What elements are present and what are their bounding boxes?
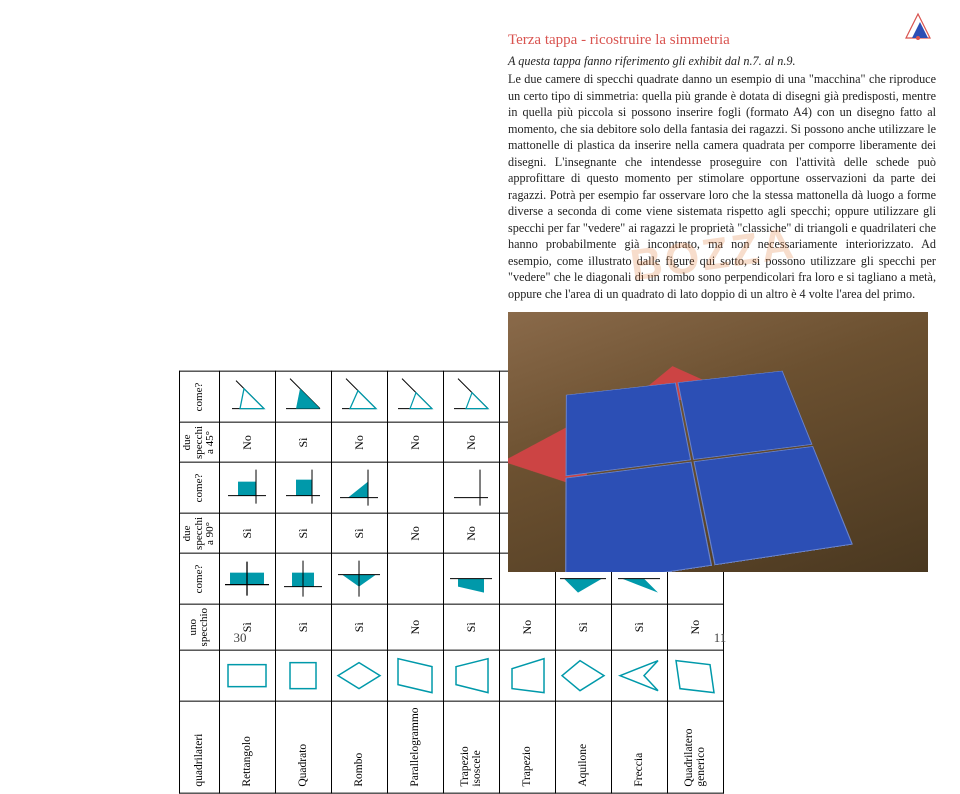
come-cell xyxy=(275,371,331,422)
shape-icon xyxy=(555,650,611,701)
come-cell xyxy=(387,553,443,604)
uno-header: unospecchio xyxy=(180,604,220,649)
table-row: Rettangolo Sì Sì No xyxy=(219,371,275,793)
shape-icon xyxy=(499,650,555,701)
row-label: Quadrilatero generico xyxy=(667,701,723,793)
shape-icon xyxy=(611,650,667,701)
come-cell xyxy=(331,371,387,422)
due90-cell: No xyxy=(387,513,443,553)
due45-cell: Sì xyxy=(275,422,331,462)
uno-cell: Sì xyxy=(275,604,331,649)
due90-header: duespecchia 90° xyxy=(180,513,220,553)
come-cell xyxy=(387,462,443,513)
logo-icon xyxy=(900,8,936,44)
row-label: Freccia xyxy=(611,701,667,793)
due90-cell: Sì xyxy=(219,513,275,553)
shape-icon xyxy=(387,650,443,701)
due45-cell: No xyxy=(331,422,387,462)
uno-cell: No xyxy=(387,604,443,649)
intro-line: A questa tappa fanno riferimento gli exh… xyxy=(508,53,936,69)
corner-header: quadrilateri xyxy=(180,701,220,793)
row-label: Rombo xyxy=(331,701,387,793)
table-header-row: quadrilateri unospecchio come? duespecch… xyxy=(180,371,220,793)
right-page: BOZZA Terza tappa - ricostruire la simme… xyxy=(480,0,960,652)
page-number-right: 11 xyxy=(714,630,727,646)
due45-cell: No xyxy=(387,422,443,462)
come-cell xyxy=(275,462,331,513)
row-label: Rettangolo xyxy=(219,701,275,793)
shape-icon xyxy=(331,650,387,701)
uno-cell: Sì xyxy=(219,604,275,649)
photo-tiles xyxy=(508,312,928,572)
body-content: Le due camere di specchi quadrate danno … xyxy=(508,72,936,300)
row-label: Aquilone xyxy=(555,701,611,793)
shape-icon xyxy=(275,650,331,701)
due45-header: duespecchia 45° xyxy=(180,422,220,462)
come-cell xyxy=(219,371,275,422)
shape-icon xyxy=(443,650,499,701)
uno-cell: Sì xyxy=(331,604,387,649)
come-cell xyxy=(331,553,387,604)
come2-header: come? xyxy=(180,462,220,513)
due45-cell: No xyxy=(219,422,275,462)
section-title: Terza tappa - ricostruire la simmetria xyxy=(508,32,936,49)
row-label: Quadrato xyxy=(275,701,331,793)
row-label: Trapezio isoscele xyxy=(443,701,499,793)
come3-header: come? xyxy=(180,371,220,422)
due90-cell: Sì xyxy=(331,513,387,553)
row-label: Trapezio xyxy=(499,701,555,793)
come1-header: come? xyxy=(180,553,220,604)
shape-icon xyxy=(219,650,275,701)
body-text: A questa tappa fanno riferimento gli exh… xyxy=(508,53,936,302)
come-cell xyxy=(219,462,275,513)
table-row: Rombo Sì Sì No xyxy=(331,371,387,793)
table-row: Parallelogrammo No No No xyxy=(387,371,443,793)
come-cell xyxy=(275,553,331,604)
row-label: Parallelogrammo xyxy=(387,701,443,793)
table-row: Quadrato Sì Sì Sì xyxy=(275,371,331,793)
due90-cell: Sì xyxy=(275,513,331,553)
page-number-left: 30 xyxy=(234,630,247,646)
shape-icon xyxy=(667,650,723,701)
come-cell xyxy=(219,553,275,604)
left-page: quadrilateri unospecchio come? duespecch… xyxy=(0,0,480,652)
come-cell xyxy=(387,371,443,422)
shape-header xyxy=(180,650,220,701)
come-cell xyxy=(331,462,387,513)
